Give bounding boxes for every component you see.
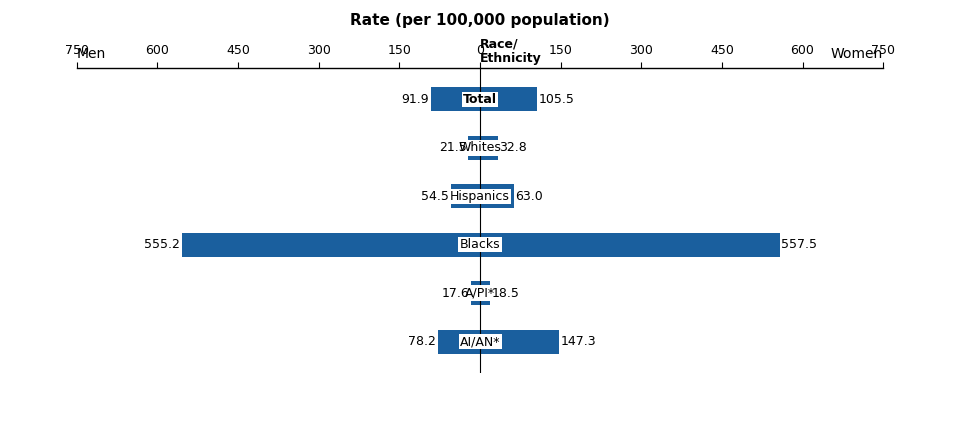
Text: 555.2: 555.2 xyxy=(144,238,180,251)
Bar xyxy=(480,329,559,354)
Text: Total: Total xyxy=(463,93,497,106)
Text: 63.0: 63.0 xyxy=(516,190,543,203)
Text: 21.5: 21.5 xyxy=(439,141,467,154)
Text: 557.5: 557.5 xyxy=(781,238,817,251)
Bar xyxy=(431,87,480,112)
Text: 32.8: 32.8 xyxy=(499,141,527,154)
Text: Blacks: Blacks xyxy=(460,238,500,251)
Bar xyxy=(450,184,480,208)
Text: 91.9: 91.9 xyxy=(401,93,429,106)
Text: AI/AN*: AI/AN* xyxy=(460,335,500,348)
Text: Women: Women xyxy=(831,47,883,61)
Text: 147.3: 147.3 xyxy=(561,335,596,348)
Bar xyxy=(468,136,480,160)
Bar xyxy=(480,281,490,305)
Text: 17.6: 17.6 xyxy=(442,287,468,300)
Bar xyxy=(181,233,480,257)
Bar xyxy=(480,136,497,160)
Text: Hispanics: Hispanics xyxy=(450,190,510,203)
Bar xyxy=(480,87,537,112)
Bar xyxy=(480,184,514,208)
Text: 105.5: 105.5 xyxy=(539,93,574,106)
Bar xyxy=(470,281,480,305)
Bar xyxy=(438,329,480,354)
Bar xyxy=(480,233,780,257)
Text: 54.5: 54.5 xyxy=(421,190,449,203)
Text: 18.5: 18.5 xyxy=(492,287,519,300)
Text: Rate (per 100,000 population): Rate (per 100,000 population) xyxy=(350,13,610,28)
Text: Men: Men xyxy=(77,47,106,61)
Text: A/PI*: A/PI* xyxy=(465,287,495,300)
Text: 78.2: 78.2 xyxy=(408,335,437,348)
Text: Whites: Whites xyxy=(459,141,501,154)
Text: Race/
Ethnicity: Race/ Ethnicity xyxy=(480,37,541,65)
